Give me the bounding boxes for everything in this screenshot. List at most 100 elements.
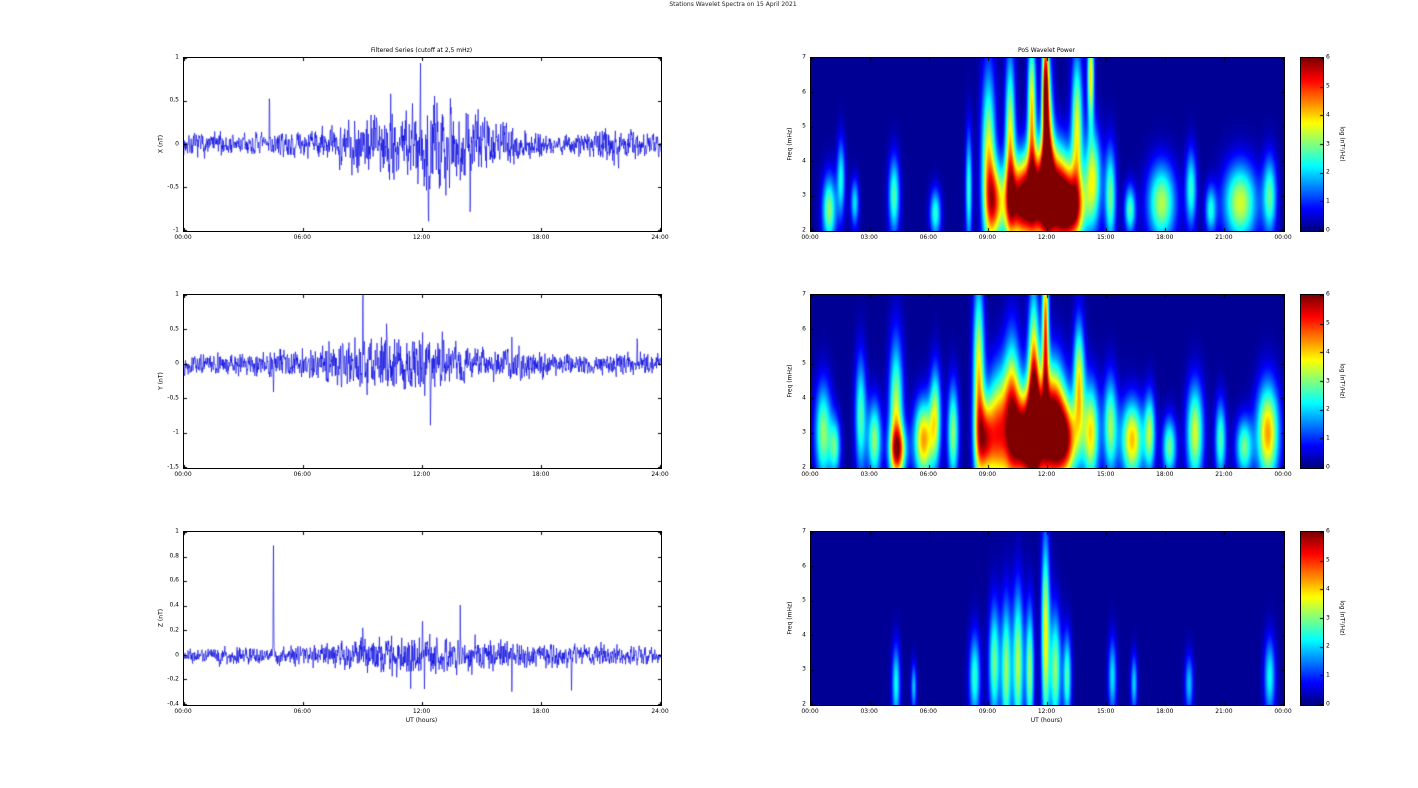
y-tick-label: 0,2	[169, 626, 179, 634]
colorbar-x	[1300, 57, 1324, 232]
timeseries-canvas-z	[184, 532, 661, 705]
colorbar-z	[1300, 531, 1324, 706]
x-tick-label: 00:00	[174, 471, 192, 478]
colorbar-tick-label: 3	[1326, 614, 1330, 621]
colorbar-tick-label: 3	[1326, 377, 1330, 384]
y-tick-label: 4	[802, 157, 806, 165]
colorbar-tick-label: 2	[1326, 405, 1330, 413]
x-tick-label: 00:00	[174, 708, 192, 715]
y-axis-label: Freq (mHz)	[786, 364, 794, 397]
x-tick-label: 00:00	[801, 708, 819, 715]
x-tick-label: 21:00	[1215, 471, 1233, 478]
x-tick-label: 06:00	[919, 708, 937, 715]
y-axis-label: Z (nT)	[157, 608, 165, 627]
y-tick-label: 0	[175, 359, 179, 367]
x-tick-label: 00:00	[801, 234, 819, 241]
y-tick-label: 1	[175, 53, 179, 61]
x-tick-label: 09:00	[978, 471, 997, 478]
x-tick-label: 12:00	[412, 708, 431, 715]
x-tick-label: 03:00	[860, 708, 878, 715]
x-axis-label: UT (hours)	[1030, 717, 1063, 724]
colorbar-axis-label: log (nT²/Hz)	[1338, 599, 1346, 636]
x-tick-label: 06:00	[293, 708, 311, 715]
x-tick-label: 00:00	[1274, 708, 1292, 715]
y-tick-label: 5	[802, 359, 806, 367]
y-tick-label: 5	[802, 122, 806, 130]
y-tick-label: 0,6	[169, 576, 179, 584]
x-tick-label: 00:00	[1274, 471, 1292, 478]
colorbar-tick-label: 3	[1326, 140, 1330, 147]
y-tick-label: 1	[175, 527, 179, 535]
x-tick-label: 18:00	[532, 471, 550, 478]
x-tick-label: 03:00	[860, 234, 878, 241]
y-axis-label: Y (nT)	[157, 371, 165, 390]
y-tick-label: -0,5	[167, 183, 179, 191]
y-tick-label: 4	[802, 394, 806, 402]
y-axis-label: X (nT)	[157, 134, 165, 153]
x-tick-label: 06:00	[919, 234, 937, 241]
wavelet-canvas-z	[811, 532, 1284, 705]
colorbar-tick-label: 6	[1326, 53, 1330, 61]
y-tick-label: 2	[802, 700, 806, 708]
y-tick-label: 6	[802, 562, 806, 570]
colorbar-axis-label: log (nT²/Hz)	[1338, 362, 1346, 399]
timeseries-panel-x	[183, 57, 662, 232]
y-tick-label: 0	[175, 651, 179, 659]
panel-title ttl: Filtered Series (cutoff at 2,5 mHz)	[370, 47, 473, 54]
colorbar-tick-label: 0	[1326, 226, 1330, 234]
y-tick-label: -0,4	[167, 700, 179, 708]
panel-title ttl: PoS Wavelet Power	[1017, 47, 1076, 54]
y-tick-label: 4	[802, 631, 806, 639]
colorbar-axis-label: log (nT²/Hz)	[1338, 125, 1346, 162]
x-tick-label: 24:00	[651, 471, 669, 478]
colorbar-tick-label: 5	[1326, 82, 1330, 90]
x-tick-label: 18:00	[532, 234, 550, 241]
timeseries-canvas-x	[184, 58, 661, 231]
colorbar-tick-label: 4	[1326, 585, 1330, 593]
x-tick-label: 18:00	[532, 708, 550, 715]
x-tick-label: 15:00	[1096, 708, 1115, 715]
y-axis-label: Freq (mHz)	[786, 601, 794, 634]
y-tick-label: 7	[802, 527, 806, 535]
x-axis-label: UT (hours)	[405, 717, 438, 724]
colorbar-tick-label: 2	[1326, 168, 1330, 176]
colorbar-tick-label: 6	[1326, 527, 1330, 535]
y-tick-label: 5	[802, 596, 806, 604]
x-tick-label: 06:00	[293, 234, 311, 241]
y-tick-label: 2	[802, 226, 806, 234]
colorbar-tick-label: 5	[1326, 319, 1330, 327]
figure-title: Stations Wavelet Spectra on 15 April 202…	[669, 1, 797, 8]
x-tick-label: 09:00	[978, 234, 997, 241]
x-tick-label: 18:00	[1156, 708, 1174, 715]
y-tick-label: -1,5	[167, 463, 179, 471]
colorbar-tick-label: 1	[1326, 434, 1330, 442]
x-tick-label: 06:00	[293, 471, 311, 478]
y-tick-label: 7	[802, 53, 806, 61]
x-tick-label: 12:00	[1037, 234, 1056, 241]
wavelet-panel-z	[810, 531, 1285, 706]
x-tick-label: 12:00	[1037, 708, 1056, 715]
y-tick-label: 2	[802, 463, 806, 471]
x-tick-label: 12:00	[412, 234, 431, 241]
x-tick-label: 00:00	[174, 234, 192, 241]
x-tick-label: 12:00	[1037, 471, 1056, 478]
y-tick-label: 3	[802, 428, 806, 436]
timeseries-panel-y	[183, 294, 662, 469]
colorbar-canvas-z	[1301, 532, 1323, 705]
x-tick-label: 12:00	[412, 471, 431, 478]
y-tick-label: 1	[175, 290, 179, 298]
x-tick-label: 24:00	[651, 708, 669, 715]
wavelet-canvas-y	[811, 295, 1284, 468]
x-tick-label: 06:00	[919, 471, 937, 478]
y-tick-label: 0,8	[169, 552, 179, 560]
y-tick-label: 7	[802, 290, 806, 298]
y-tick-label: 0,5	[169, 325, 179, 333]
colorbar-tick-label: 0	[1326, 463, 1330, 471]
x-tick-label: 00:00	[801, 471, 819, 478]
y-tick-label: 6	[802, 88, 806, 96]
x-tick-label: 15:00	[1096, 471, 1115, 478]
colorbar-tick-label: 4	[1326, 111, 1330, 119]
colorbar-canvas-x	[1301, 58, 1323, 231]
y-tick-label: 0,4	[169, 601, 179, 609]
colorbar-tick-label: 1	[1326, 197, 1330, 205]
